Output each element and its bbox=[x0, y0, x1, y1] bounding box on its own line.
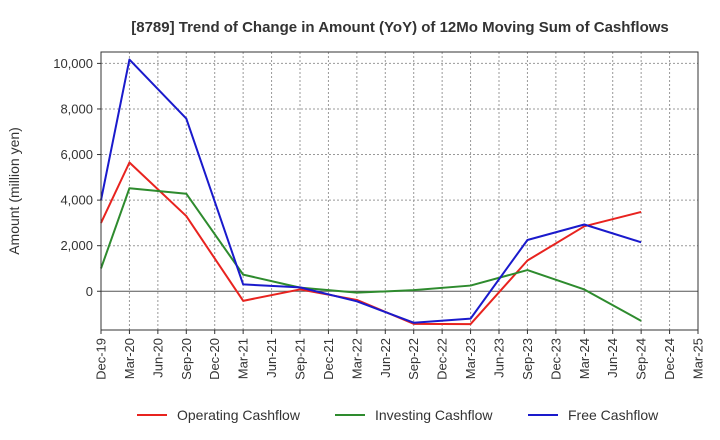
series-line-free-cashflow bbox=[100, 58, 642, 324]
x-tick-label: Mar-21 bbox=[236, 338, 251, 379]
x-tick-label: Mar-22 bbox=[349, 338, 364, 379]
plot-frame bbox=[100, 51, 699, 331]
x-tick-label: Sep-23 bbox=[520, 338, 535, 380]
x-ticks: Dec-19 Mar-20 Jun-20 Sep-20 Dec-20 Mar-21 Jun-… bbox=[94, 330, 706, 380]
grid bbox=[100, 52, 699, 330]
x-tick-label: Sep-21 bbox=[293, 338, 308, 380]
y-tick-label: 8,000 bbox=[60, 101, 93, 116]
x-tick-label: Dec-22 bbox=[435, 338, 450, 380]
x-tick-label: Sep-20 bbox=[179, 338, 194, 380]
x-tick-label: Jun-21 bbox=[264, 338, 279, 378]
y-tick-label: 2,000 bbox=[60, 238, 93, 253]
x-tick-label: Jun-23 bbox=[492, 338, 507, 378]
x-tick-label: Jun-22 bbox=[378, 338, 393, 378]
chart-title: [8789] Trend of Change in Amount (YoY) o… bbox=[131, 19, 669, 36]
x-tick-label: Mar-25 bbox=[691, 338, 706, 379]
series-line-investing-cashflow bbox=[100, 187, 642, 322]
x-tick-label: Dec-24 bbox=[662, 338, 677, 380]
x-tick-label: Mar-24 bbox=[577, 338, 592, 379]
x-tick-label: Jun-24 bbox=[605, 338, 620, 378]
x-tick-label: Sep-22 bbox=[406, 338, 421, 380]
x-tick-label: Mar-20 bbox=[122, 338, 137, 379]
series-line-operating-cashflow bbox=[100, 161, 642, 326]
y-tick-label: 10,000 bbox=[53, 56, 93, 71]
legend-label: Investing Cashflow bbox=[375, 407, 493, 423]
x-tick-label: Dec-19 bbox=[94, 338, 109, 380]
series-lines bbox=[100, 58, 642, 326]
y-tick-label: 4,000 bbox=[60, 193, 93, 208]
y-axis-label: Amount (million yen) bbox=[6, 127, 22, 255]
x-tick-label: Dec-20 bbox=[207, 338, 222, 380]
x-tick-label: Mar-23 bbox=[463, 338, 478, 379]
x-tick-label: Dec-23 bbox=[548, 338, 563, 380]
y-tick-label: 0 bbox=[86, 284, 93, 299]
x-tick-label: Dec-21 bbox=[321, 338, 336, 380]
y-tick-label: 6,000 bbox=[60, 147, 93, 162]
x-tick-label: Sep-24 bbox=[634, 338, 649, 380]
x-tick-label: Jun-20 bbox=[150, 338, 165, 378]
legend: Operating Cashflow Investing Cashflow Free… bbox=[137, 407, 659, 423]
y-ticks: 0 2,000 4,000 6,000 8,000 10,000 bbox=[53, 56, 101, 299]
legend-label: Operating Cashflow bbox=[177, 407, 301, 423]
legend-label: Free Cashflow bbox=[568, 407, 659, 423]
